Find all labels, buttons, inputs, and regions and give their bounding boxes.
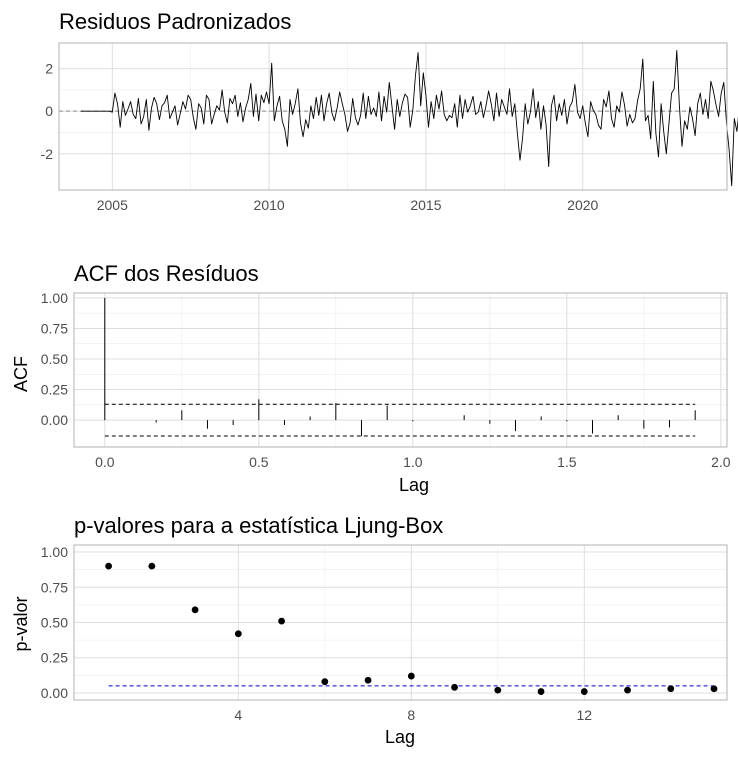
- ljung-box-ytick-label: 0.00: [41, 685, 68, 701]
- acf-grid: [74, 293, 727, 447]
- acf-panel-frame: [73, 292, 728, 448]
- residuals-xtick-label: 2015: [410, 197, 441, 213]
- ljung-box-xlabel: Lag: [385, 727, 415, 747]
- ljung-box-grid: [74, 545, 727, 700]
- residuals-marks: [59, 50, 738, 187]
- residuals-grid: [59, 43, 727, 190]
- ljung-box-marks: [105, 562, 718, 695]
- acf-ytick-label: 0.75: [41, 320, 68, 336]
- ljung-box-ytick-label: 0.75: [41, 579, 68, 595]
- ljung-box-point: [278, 617, 285, 625]
- ljung-box-xtick-label: 8: [407, 707, 415, 723]
- ljung-box-point: [407, 672, 415, 680]
- ljung-box-point: [148, 562, 156, 570]
- ljung-box-point: [191, 606, 199, 614]
- residuals-series-line: [81, 50, 738, 187]
- acf-xtick-label: 1.0: [403, 454, 423, 470]
- ljung-box-panel-frame: [73, 544, 728, 701]
- acf-xtick-label: 0.5: [249, 454, 269, 470]
- acf-marks: [104, 297, 696, 437]
- ljung-box-ytick-label: 0.25: [41, 650, 68, 666]
- acf-ytick-label: 0.00: [41, 412, 68, 428]
- residuals-ytick-label: 2: [45, 61, 53, 77]
- acf-ylabel: ACF: [11, 356, 31, 392]
- ljung-box-point: [321, 678, 329, 686]
- ljung-box-point: [494, 686, 502, 694]
- residuals-ytick-label: -2: [41, 146, 54, 162]
- acf-ytick-label: 0.50: [41, 351, 68, 367]
- acf-xtick-label: 1.5: [557, 454, 577, 470]
- ljung-box-xtick-label: 12: [577, 707, 593, 723]
- ljung-box-ylabel: p-valor: [11, 596, 31, 651]
- ljung-box-panel: p-valores para a estatística Ljung-Box L…: [11, 513, 728, 747]
- acf-xtick-label: 2.0: [711, 454, 731, 470]
- acf-xlabel: Lag: [399, 475, 429, 495]
- ljung-box-point: [667, 685, 675, 693]
- acf-ytick-label: 0.25: [41, 382, 68, 398]
- residuals-panel: Residuos Padronizados -2 0 2 2005 2010 2015 20…: [41, 9, 738, 213]
- ljung-box-xtick-label: 4: [234, 707, 242, 723]
- residuals-panel-frame: [58, 42, 728, 191]
- residuals-ytick-label: 0: [45, 103, 53, 119]
- ljung-box-point: [710, 685, 718, 693]
- residuals-xtick-label: 2020: [567, 197, 598, 213]
- ljung-box-point: [105, 562, 112, 570]
- acf-title: ACF dos Resíduos: [74, 261, 259, 286]
- ljung-box-point: [624, 686, 631, 694]
- ljung-box-point: [234, 630, 242, 638]
- residuals-xtick-label: 2005: [97, 197, 128, 213]
- ljung-box-point: [580, 688, 588, 695]
- ljung-box-point: [364, 676, 372, 684]
- residuals-title: Residuos Padronizados: [59, 9, 291, 34]
- ljung-box-point: [537, 688, 545, 695]
- acf-ytick-label: 1.00: [41, 290, 68, 306]
- ljung-box-ytick-label: 0.50: [41, 615, 68, 631]
- ljung-box-title: p-valores para a estatística Ljung-Box: [74, 513, 443, 538]
- ljung-box-ytick-label: 1.00: [41, 544, 68, 560]
- acf-xtick-label: 0.0: [95, 454, 115, 470]
- ljung-box-point: [451, 683, 458, 691]
- residuals-xtick-label: 2010: [254, 197, 285, 213]
- acf-panel: ACF dos Resíduos Lag ACF 0.00 0.25 0.50 0.7…: [11, 261, 731, 495]
